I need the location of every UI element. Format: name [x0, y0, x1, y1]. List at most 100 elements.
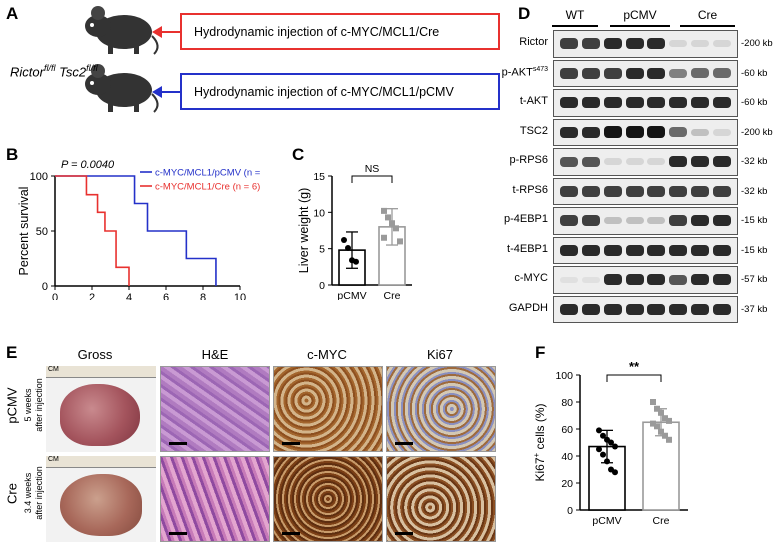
significance-label: NS: [365, 163, 380, 175]
cmyc-image-cre: [273, 456, 383, 542]
scale-bar: [395, 442, 413, 445]
blot-band: [647, 185, 666, 197]
blot-band: [581, 303, 600, 315]
significance-bracket: [351, 175, 393, 183]
y-tick-label: 10: [313, 207, 325, 219]
blot-band: [691, 68, 710, 79]
row1-group: pCMV: [4, 387, 20, 424]
blot-band: [713, 185, 732, 197]
data-point: [612, 469, 618, 476]
blot-band: [647, 97, 666, 109]
blot-band: [647, 67, 666, 79]
blot-band: [603, 274, 622, 286]
panel-label-f: F: [535, 343, 546, 362]
data-point: [666, 436, 672, 443]
x-tick-label: Cre: [384, 290, 401, 300]
blot-strip-c-myc: [553, 266, 738, 294]
blot-size-marker: -60 kb: [741, 67, 768, 79]
y-tick-label: 15: [313, 171, 325, 183]
data-point: [600, 451, 606, 458]
blot-band: [581, 215, 600, 227]
blot-band: [559, 126, 578, 138]
x-tick-label: pCMV: [337, 290, 366, 300]
blot-band: [669, 185, 688, 197]
scale-bar: [169, 532, 187, 535]
blot-band: [625, 67, 644, 79]
blot-band: [625, 185, 644, 197]
cmyc-image-pcmv: [273, 366, 383, 452]
blot-band: [713, 40, 732, 48]
data-point: [650, 399, 656, 405]
data-point: [662, 415, 668, 422]
blot-size-marker: -15 kb: [741, 244, 768, 256]
y-label-sup: +: [532, 452, 541, 457]
blot-strip-p-akt: [553, 59, 738, 87]
blot-band: [625, 303, 644, 315]
gross-image-pcmv: CM: [46, 366, 156, 452]
blot-band: [669, 244, 688, 256]
blot-label-text: TSC2: [519, 124, 548, 137]
blot-band: [691, 185, 710, 197]
blot-band: [581, 156, 600, 167]
blot-band: [559, 185, 578, 197]
blot-band: [647, 38, 666, 50]
mouse-icon-bottom: [85, 64, 159, 113]
blot-band: [625, 274, 644, 286]
group-label-pcmv: pCMV: [623, 8, 657, 22]
data-point: [654, 405, 660, 412]
blot-size-marker: -32 kb: [741, 156, 768, 167]
scale-bar: [282, 532, 300, 535]
blot-band: [647, 126, 666, 139]
blot-band: [603, 158, 622, 166]
blot-label-text: t-RPS6: [512, 183, 548, 196]
data-point: [650, 420, 656, 427]
row2-time: 3.4 weeks: [23, 472, 33, 514]
blot-label-sup: s473: [532, 65, 548, 73]
blot-band: [647, 244, 666, 256]
ruler-bottom: CM: [46, 456, 156, 468]
mouse-icon-top: [85, 6, 159, 55]
blot-size-marker: -37 kb: [741, 303, 768, 315]
row1-after: after injection: [34, 378, 44, 432]
data-point: [654, 423, 660, 430]
blot-band: [581, 38, 600, 50]
liver-tumor-pcmv: [60, 384, 140, 446]
blot-band: [559, 67, 578, 79]
group-bar: [680, 25, 735, 27]
x-tick-label: 4: [126, 292, 132, 300]
genotype-label: Rictorfl/fl Tsc2fl/fl: [10, 63, 98, 79]
blot-band: [581, 67, 600, 79]
blot-band: [625, 97, 644, 109]
blot-band: [713, 303, 732, 315]
panel-label-a: A: [6, 4, 19, 23]
y-tick-label: 100: [555, 370, 573, 382]
group-bar: [552, 25, 598, 27]
scale-bar: [169, 442, 187, 445]
blot-band: [713, 156, 732, 168]
y-tick-label: 0: [319, 280, 325, 292]
y-label-main: Ki67: [533, 457, 547, 481]
survival-line-0: [55, 175, 217, 286]
significance-bracket: [606, 374, 662, 382]
ki67-image-cre: [386, 456, 496, 542]
survival-line-1: [55, 175, 130, 286]
blot-band: [625, 38, 644, 50]
y-tick-label: 20: [561, 478, 573, 490]
blot-band: [669, 40, 688, 48]
legend-label-1: c-MYC/MCL1/Cre (n = 6): [155, 182, 260, 193]
blot-band: [691, 40, 710, 48]
blue-arrow-icon: [152, 86, 180, 98]
blot-band: [559, 38, 578, 50]
blot-band: [603, 126, 622, 139]
group-label-cre: Cre: [697, 8, 718, 22]
blot-label-t-akt: t-AKT: [478, 95, 548, 107]
row-label-cre: Cre: [2, 456, 20, 536]
y-tick-label: 40: [561, 451, 573, 463]
blot-strip-t-4ebp1: [553, 236, 738, 264]
blot-size-marker: -57 kb: [741, 274, 768, 285]
blot-band: [669, 127, 688, 138]
blot-band: [669, 156, 688, 168]
blot-size-marker: -200 kb: [741, 126, 773, 138]
blot-band: [647, 217, 666, 225]
blot-band: [647, 274, 666, 286]
